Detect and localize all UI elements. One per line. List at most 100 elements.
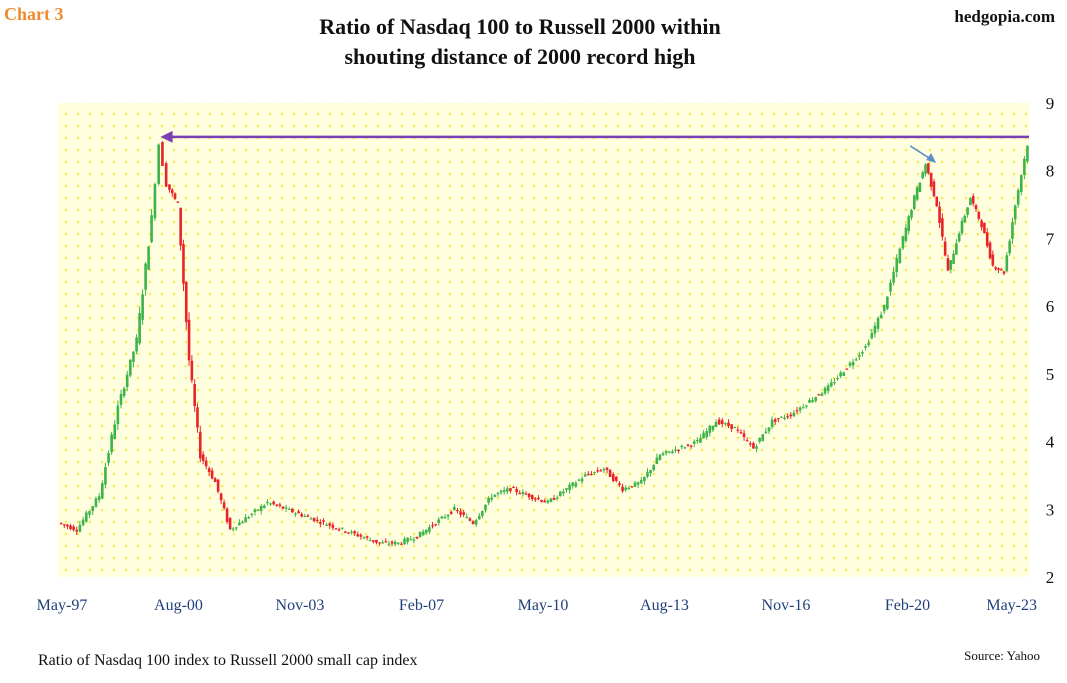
candle-body (75, 529, 79, 532)
candle-body (596, 470, 599, 472)
candle-body (577, 479, 581, 481)
candle-body (985, 232, 989, 247)
candle-body (365, 536, 369, 538)
x-tick-label: May-23 (986, 597, 1037, 614)
candle-body (724, 423, 727, 425)
candle-body (168, 184, 171, 190)
candle-body (918, 182, 922, 193)
candle-body (671, 451, 674, 454)
candle-body (667, 451, 671, 453)
candle-body (66, 524, 69, 527)
y-tick-label: 3 (1046, 500, 1055, 519)
candle-body (278, 504, 282, 506)
y-tick-label: 8 (1046, 162, 1055, 181)
candle-body (770, 419, 774, 427)
candle-body (81, 519, 85, 526)
candle-body (924, 164, 927, 174)
candle-body (927, 163, 930, 174)
candle-body (814, 397, 818, 401)
candle-body (72, 526, 75, 530)
candle-body (562, 491, 565, 494)
candle-body (59, 522, 63, 525)
candle-body (424, 529, 428, 533)
candle-body (505, 488, 509, 492)
candle-body (683, 447, 687, 449)
candle-body (966, 207, 969, 215)
candle-body (353, 531, 356, 534)
candle-body (527, 493, 531, 498)
candle-body (487, 497, 490, 504)
candle-body (431, 525, 434, 527)
candle-body (720, 420, 724, 425)
candle-body (854, 359, 858, 361)
candle-body (315, 519, 319, 521)
candle-body (132, 351, 135, 362)
candle-body (618, 483, 621, 486)
x-tick-label: Aug-13 (640, 597, 689, 614)
candle-body (381, 542, 384, 544)
candle-body (627, 487, 631, 490)
candle-body (421, 531, 425, 536)
candle-body (913, 195, 916, 209)
candle-body (434, 524, 437, 526)
candles-group (59, 141, 1029, 547)
candle-body (801, 407, 805, 409)
candle-body (244, 517, 247, 523)
candle-body (820, 393, 824, 396)
candle-body (599, 470, 603, 472)
x-tick-label: Feb-20 (885, 597, 930, 614)
candle-body (328, 523, 332, 526)
candle-body (624, 487, 627, 491)
candle-body (886, 296, 889, 309)
candle-body (116, 405, 120, 425)
x-tick-label: May-97 (37, 597, 88, 614)
candle-body (294, 513, 297, 515)
candle-body (565, 488, 568, 490)
candle-body (372, 540, 375, 542)
candle-body (811, 400, 814, 402)
footer-source: Source: Yahoo (964, 648, 1040, 663)
candle-body (546, 500, 550, 503)
candle-body (499, 490, 503, 493)
candle-body (219, 493, 223, 501)
candle-body (253, 509, 257, 513)
candle-body (864, 346, 867, 348)
candle-body (459, 511, 462, 515)
x-tick-label: Nov-16 (762, 597, 811, 614)
candle-body (343, 531, 347, 533)
candle-body (368, 539, 372, 542)
candle-body (540, 500, 543, 502)
candle-body (991, 254, 995, 266)
candle-body (387, 543, 391, 545)
candle-body (876, 317, 880, 329)
candle-body (287, 508, 291, 511)
candle-body (798, 407, 802, 411)
candle-body (418, 531, 422, 538)
candle-body (977, 211, 981, 219)
candle-body (173, 193, 177, 199)
candle-body (1002, 271, 1006, 274)
candle-body (786, 416, 789, 418)
candle-body (879, 314, 883, 319)
candle-body (904, 227, 908, 241)
y-tick-label: 6 (1046, 297, 1055, 316)
candle-body (129, 359, 132, 376)
candle-body (783, 417, 786, 419)
candle-body (643, 476, 646, 482)
pointer-arrowhead (926, 152, 937, 163)
candle-body (873, 325, 877, 334)
candle-body (512, 486, 515, 489)
candle-body (331, 524, 335, 528)
candle-body (699, 438, 702, 443)
candle-body (649, 470, 652, 474)
candle-body (655, 457, 659, 465)
candle-body (247, 517, 251, 519)
candle-body (839, 372, 842, 377)
candle-body (453, 507, 456, 511)
candle-body (711, 425, 715, 431)
candle-body (91, 506, 95, 512)
x-axis: May-97 Aug-00 Nov-03 Feb-07 May-10 Aug-13 Nov-… (37, 597, 1037, 614)
candle-body (440, 516, 444, 519)
candle-body (262, 505, 266, 509)
candle-body (842, 372, 846, 376)
